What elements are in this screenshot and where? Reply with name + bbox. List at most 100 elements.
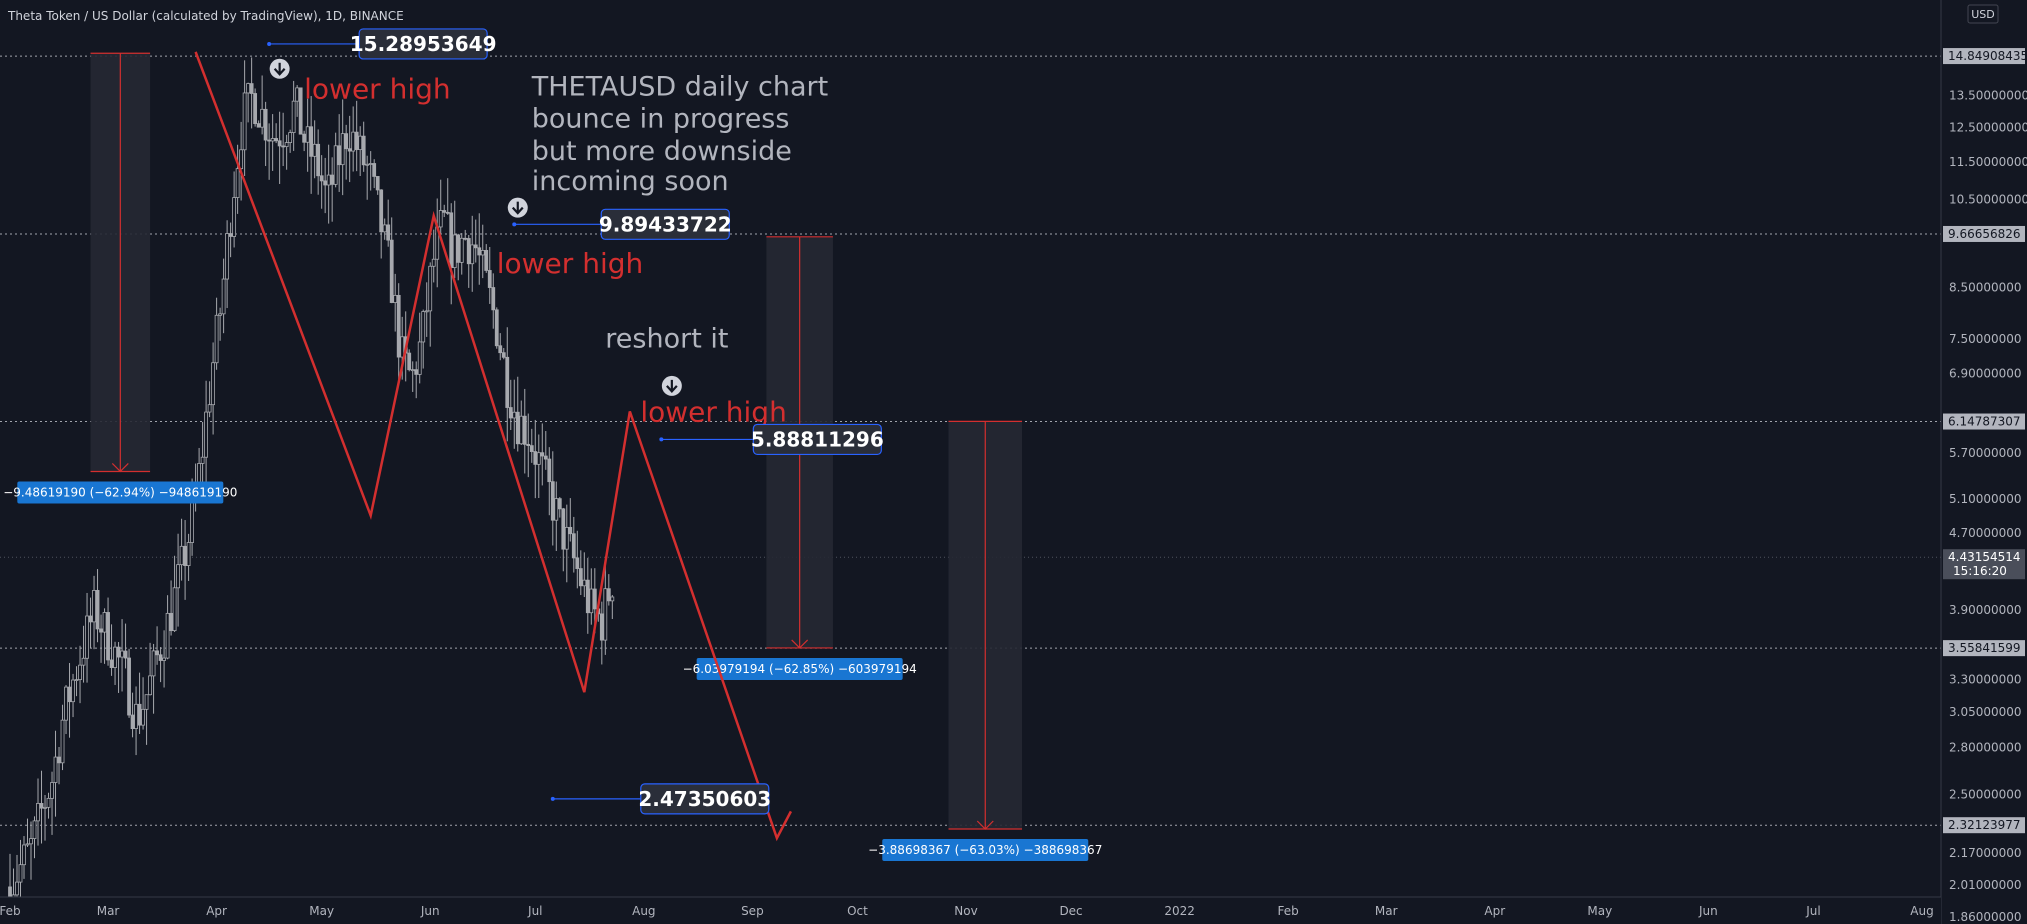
candle-body (571, 533, 576, 559)
price-label-2: 5.88811296 (751, 427, 884, 451)
price-labels: 15.28953649 9.89433722 5.88811296 2.4735060… (267, 28, 884, 815)
y-tick-label: 2.80000000 (1949, 740, 2022, 754)
candle-body (151, 650, 156, 677)
candle-body (386, 224, 391, 241)
axis-badge-label-2: 6.14787307 (1948, 415, 2021, 429)
candle-body (323, 180, 328, 186)
candle-body (459, 237, 464, 263)
measure-arrowhead-1 (791, 639, 809, 649)
candle-body (214, 314, 219, 364)
lower-high-label: lower high (497, 247, 644, 280)
candle-body (431, 258, 436, 267)
x-tick-label: Sep (741, 904, 764, 918)
arrow-down-icon (269, 58, 290, 79)
candle-body (578, 568, 583, 587)
candle-body (522, 415, 527, 445)
candle-body (554, 498, 559, 521)
candle-body (295, 87, 300, 102)
candle-body (389, 239, 394, 303)
axis-badge-sublabel-3: 15:16:20 (1953, 564, 2007, 578)
x-tick-label: Nov (954, 904, 977, 918)
candle-body (127, 657, 131, 716)
candle-body (263, 108, 268, 141)
candle-body (575, 557, 580, 569)
candle-body (452, 234, 457, 269)
candle-body (281, 145, 286, 148)
candle-body (309, 126, 314, 157)
candle-body (284, 142, 289, 148)
candle-body (298, 87, 303, 135)
candle-body (368, 163, 373, 165)
zigzag-line (194, 51, 793, 842)
candle-body (603, 588, 608, 641)
candle-body (78, 664, 82, 680)
candle-body (120, 650, 124, 658)
candle-body (88, 615, 93, 623)
y-tick-label: 2.50000000 (1949, 787, 2022, 801)
x-tick-label: Jun (1698, 904, 1718, 918)
candle-body (43, 806, 47, 809)
candle-body (277, 140, 282, 147)
candle-body (18, 864, 23, 883)
candle-body (46, 797, 51, 808)
currency-badge[interactable] (1967, 4, 1999, 24)
candle-body (561, 508, 566, 550)
price-axis[interactable]: USD 1.86000000 2.01000000 2.17000000 2.5000… (1940, 0, 2027, 924)
candle-body (333, 145, 338, 185)
price-label-3: 2.47350603 (638, 787, 771, 811)
candle-body (557, 498, 562, 510)
candle-body (529, 445, 534, 452)
candle-body (130, 714, 135, 729)
candle-body (32, 820, 37, 840)
price-label-0: 15.28953649 (350, 32, 497, 56)
candle-body (589, 588, 594, 614)
x-tick-label: Aug (1910, 904, 1933, 918)
x-tick-label: Apr (206, 904, 227, 918)
candle-body (25, 843, 30, 846)
measure-label-0: −9.48619190 (−62.94%) −948619190 (3, 485, 237, 499)
candle-body (179, 545, 184, 566)
candle-body (498, 345, 503, 354)
candle-body (239, 149, 244, 170)
y-tick-label: 7.50000000 (1949, 332, 2022, 346)
y-tick-label: 5.10000000 (1949, 492, 2022, 506)
y-tick-label: 11.50000000 (1949, 155, 2027, 169)
candle-body (102, 612, 107, 633)
candle-body (172, 587, 177, 632)
candle-body (519, 415, 524, 445)
candle-body (326, 174, 331, 186)
y-tick-label: 2.01000000 (1949, 878, 2022, 892)
candle-body (361, 135, 366, 166)
candle-body (312, 143, 317, 157)
price-label-1: 9.89433722 (599, 212, 732, 236)
candle-body (512, 411, 517, 419)
candle-body (155, 650, 159, 656)
x-tick-label: Feb (0, 904, 21, 918)
candle-body (494, 309, 499, 347)
y-tick-label: 8.50000000 (1949, 280, 2022, 294)
candle-body (200, 456, 205, 464)
price-label-box-1 (600, 208, 730, 240)
axis-badge-bg-2 (1943, 413, 2025, 430)
axis-badge-bg-0 (1943, 48, 2025, 65)
candle-body (564, 526, 569, 550)
price-label-box-2 (752, 423, 882, 456)
price-axis-highlighted: 14.84908435 9.66656826 6.14787307 4.4315451… (1943, 48, 2027, 834)
candle-body (134, 703, 138, 729)
y-tick-label: 4.70000000 (1949, 526, 2022, 540)
down-arrows (269, 58, 682, 396)
measure-label-2: −3.88698367 (−63.03%) −388698367 (868, 843, 1102, 857)
candle-body (106, 612, 110, 661)
candle-body (232, 197, 237, 237)
axis-badge-bg-4 (1943, 640, 2025, 657)
annotation-text-5: but more downside (532, 136, 792, 167)
x-tick-label: Jul (1805, 904, 1820, 918)
candle-body (414, 369, 419, 375)
candle-body (316, 143, 321, 177)
time-axis[interactable]: Feb Mar Apr May Jun Jul Aug Sep Oct Nov Dec 2022 Feb… (0, 896, 1941, 924)
x-tick-label: 2022 (1164, 904, 1195, 918)
candle-body (491, 287, 496, 311)
candle-body (473, 244, 478, 249)
x-tick-label: May (309, 904, 334, 918)
